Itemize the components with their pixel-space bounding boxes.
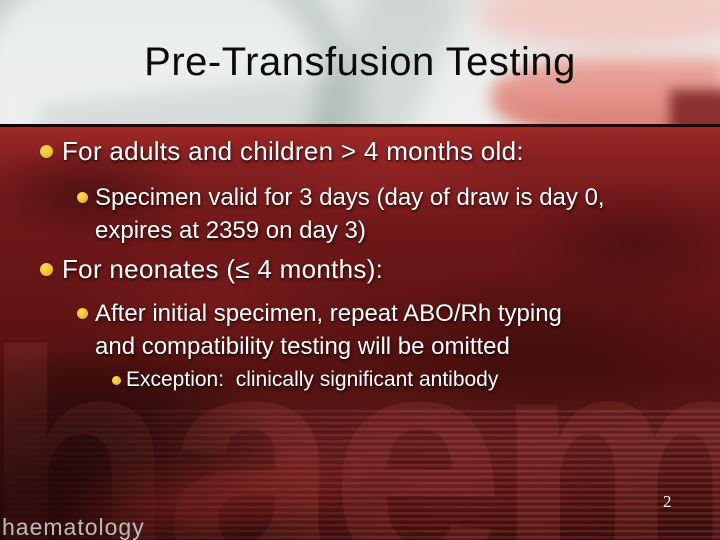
bullet-text-line: Exception: clinically significant antibo… <box>126 368 499 391</box>
slide-header: Pre-Transfusion Testing <box>0 0 720 124</box>
bullet-text-line: For adults and children > 4 months old: <box>62 136 524 166</box>
scanline-texture <box>0 410 720 540</box>
bullet-icon <box>40 263 53 276</box>
bullet-text: After initial specimen, repeat ABO/Rh ty… <box>95 297 562 363</box>
brand-logo-text: haematology <box>2 514 145 540</box>
bullet-text-line: After initial specimen, repeat ABO/Rh ty… <box>95 300 562 327</box>
bullet-text: Specimen valid for 3 days (day of draw i… <box>95 181 605 247</box>
bullet-icon <box>40 145 53 158</box>
bullet-text-line: and compatibility testing will be omitte… <box>95 333 510 360</box>
page-number: 2 <box>663 492 672 511</box>
bullet-icon <box>112 376 121 385</box>
header-divider-line <box>0 124 720 127</box>
bullet-item-exception: Exception: clinically significant antibo… <box>112 368 498 392</box>
bullet-icon <box>77 308 88 319</box>
background-corner-shade <box>0 352 310 540</box>
bullet-text-line: expires at 2359 on day 3) <box>95 217 366 244</box>
bullet-text: For neonates (≤ 4 months): <box>62 254 383 284</box>
bullet-text-line: Specimen valid for 3 days (day of draw i… <box>95 184 605 211</box>
bullet-icon <box>77 192 88 203</box>
bullet-item-adults: For adults and children > 4 months old: <box>40 136 524 166</box>
bullet-text: Exception: clinically significant antibo… <box>126 368 498 392</box>
slide-body: haem For adults and children > 4 months … <box>0 127 720 540</box>
slide-title: Pre-Transfusion Testing <box>144 40 576 84</box>
bullet-item-neonates: For neonates (≤ 4 months): <box>40 254 383 284</box>
bullet-text-line: For neonates (≤ 4 months): <box>62 254 384 284</box>
bullet-item-repeat-typing: After initial specimen, repeat ABO/Rh ty… <box>77 297 677 363</box>
bullet-text: For adults and children > 4 months old: <box>62 136 524 166</box>
header-dark-corner <box>670 90 720 124</box>
bullet-item-specimen-validity: Specimen valid for 3 days (day of draw i… <box>77 181 677 247</box>
